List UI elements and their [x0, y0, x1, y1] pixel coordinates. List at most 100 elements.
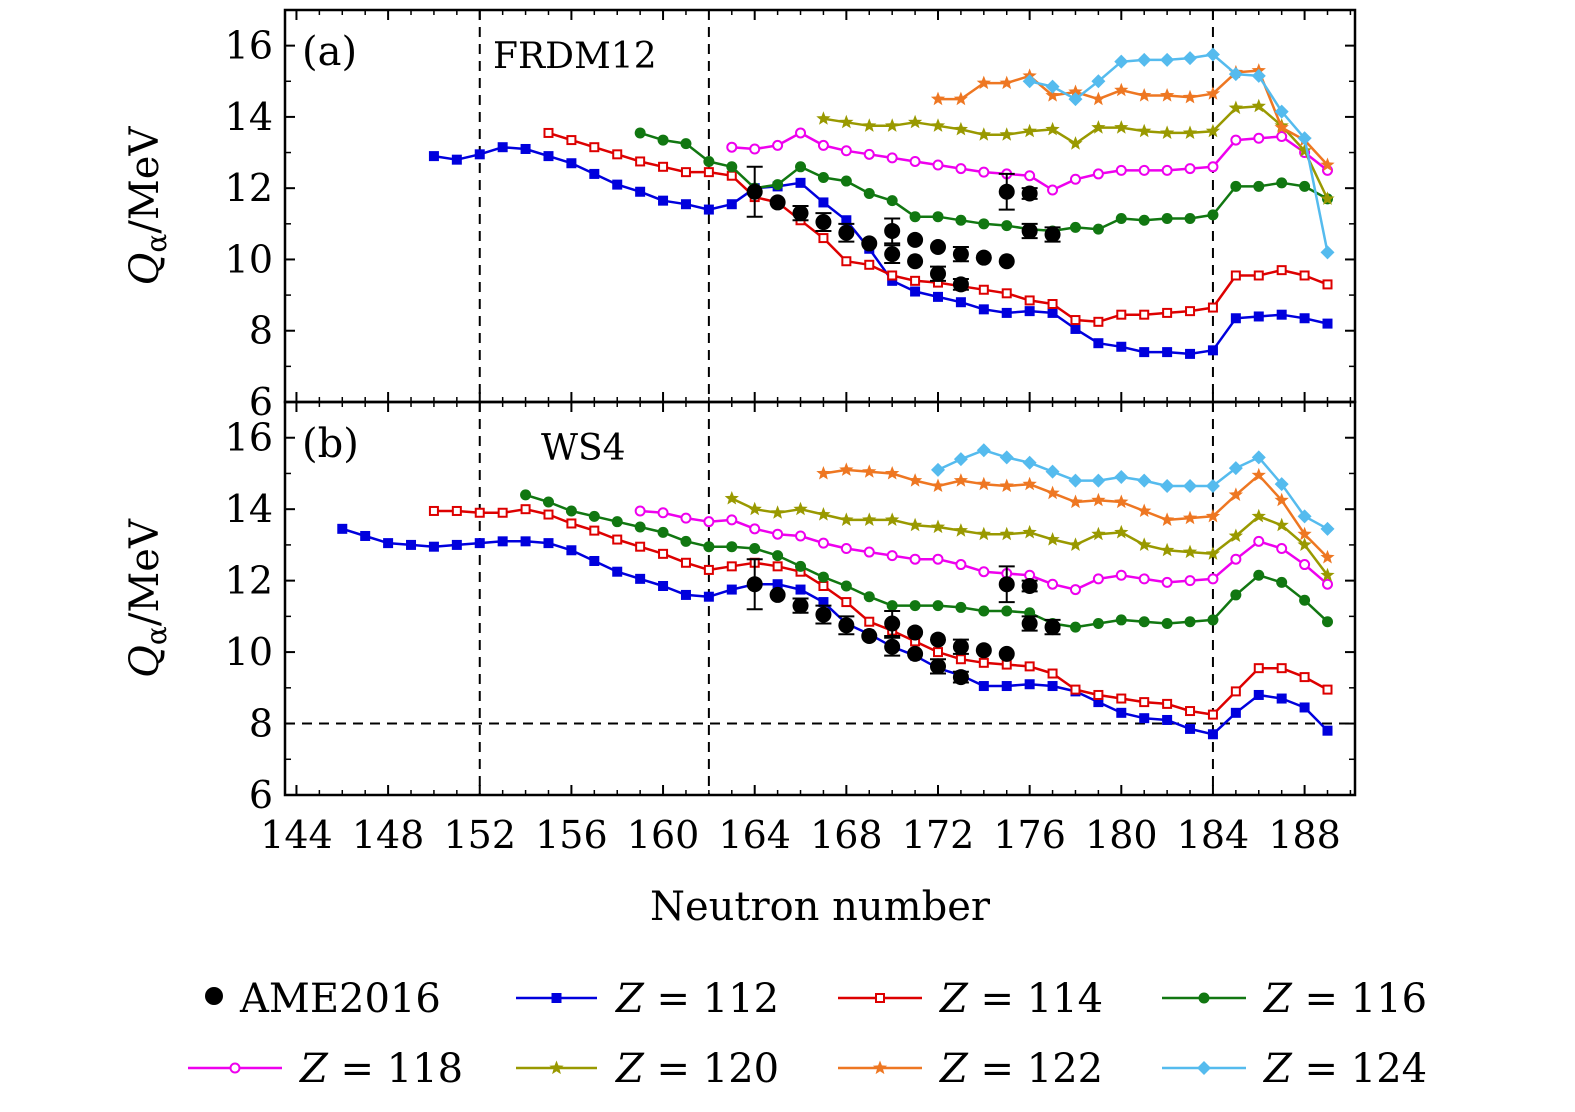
data-point-z122: [1182, 89, 1198, 104]
data-point-z122: [1137, 503, 1152, 517]
data-point-z124: [1183, 478, 1198, 493]
data-point-z114: [451, 505, 462, 516]
series-line-z114: [433, 507, 1329, 716]
data-point-z122: [839, 462, 854, 476]
data-point-z122: [1114, 82, 1129, 97]
data-point-z112: [543, 151, 554, 162]
data-point-z120: [999, 526, 1014, 541]
data-point-z124: [1228, 67, 1243, 82]
data-point-ame2016: [907, 231, 924, 248]
data-point-z112: [635, 573, 646, 584]
data-point-z114: [887, 270, 898, 281]
data-point-z122: [1160, 88, 1175, 102]
data-point-ame2016: [952, 276, 969, 293]
data-point-z116: [1253, 180, 1265, 192]
legend-item-z124: Z = 124: [1162, 1046, 1427, 1092]
y-tick-label: 12: [225, 559, 273, 603]
data-point-z124: [1091, 74, 1106, 89]
data-point-ame2016: [929, 265, 946, 282]
legend-marker-ame2016: [205, 987, 223, 1005]
data-point-ame2016: [792, 205, 809, 222]
data-point-z112: [383, 538, 394, 549]
data-point-z114: [1093, 689, 1104, 700]
data-point-z120: [1251, 508, 1266, 523]
data-point-ame2016: [929, 238, 946, 255]
data-point-z118: [1024, 170, 1036, 182]
data-point-z116: [588, 510, 600, 522]
data-point-z118: [1322, 578, 1334, 590]
data-point-ame2016: [1021, 577, 1038, 594]
data-point-z124: [1297, 131, 1312, 146]
data-point-z120: [1297, 537, 1312, 551]
data-point-z116: [795, 161, 807, 173]
data-point-z122: [1045, 485, 1060, 500]
legend-marker-z112: [551, 993, 562, 1003]
data-point-z122: [1068, 494, 1083, 509]
data-point-z112: [497, 142, 508, 153]
data-point-z120: [953, 121, 968, 136]
data-point-ame2016: [838, 224, 855, 241]
data-point-z114: [841, 597, 852, 608]
data-point-z114: [864, 259, 875, 270]
data-point-z112: [520, 143, 531, 154]
data-point-z116: [772, 179, 784, 191]
data-point-z112: [1162, 714, 1173, 725]
data-point-z124: [1205, 47, 1220, 62]
data-point-z124: [1274, 477, 1289, 492]
data-point-z120: [1160, 542, 1175, 557]
legend-label-symbol: Z: [1262, 1046, 1293, 1092]
data-point-z118: [772, 528, 784, 540]
data-point-z116: [1276, 177, 1288, 189]
data-point-z116: [634, 127, 646, 139]
data-point-z122: [1228, 487, 1243, 501]
data-point-z114: [978, 657, 989, 668]
legend-label: Z = 120: [614, 1046, 779, 1092]
x-tick-label: 164: [718, 813, 791, 857]
data-point-z114: [726, 561, 737, 572]
data-point-z116: [1253, 569, 1265, 581]
data-point-z122: [1091, 492, 1106, 507]
data-point-z116: [634, 521, 646, 533]
data-point-z116: [565, 505, 577, 517]
data-point-z118: [680, 512, 692, 524]
data-point-z112: [566, 545, 577, 556]
data-point-z118: [1115, 569, 1127, 581]
data-point-z122: [1205, 86, 1221, 100]
x-tick-label: 148: [352, 813, 425, 857]
data-point-z120: [1137, 123, 1152, 138]
legend-label: Z = 114: [938, 976, 1103, 1022]
data-point-ame2016: [998, 253, 1015, 270]
legend-label-symbol: Z: [614, 976, 645, 1022]
data-point-z112: [1253, 689, 1264, 700]
data-point-z112: [703, 204, 714, 215]
data-point-z114: [658, 548, 669, 559]
data-point-z112: [795, 584, 806, 595]
legend-marker-z118: [229, 1062, 241, 1074]
x-tick-label: 180: [1085, 813, 1158, 857]
data-point-ame2016: [952, 246, 969, 263]
data-point-z116: [955, 214, 967, 226]
data-point-ame2016: [952, 638, 969, 655]
data-point-z116: [1115, 614, 1127, 626]
data-point-z122: [1137, 88, 1152, 102]
data-point-z124: [1228, 461, 1243, 476]
data-point-z124: [1045, 79, 1060, 94]
data-point-z122: [953, 473, 968, 487]
data-point-z112: [1024, 306, 1035, 317]
data-point-ame2016: [929, 658, 946, 675]
data-point-z122: [930, 91, 946, 106]
legend-item-ame: AME2016: [205, 976, 441, 1022]
data-point-z112: [474, 538, 485, 549]
data-point-z112: [451, 154, 462, 165]
data-point-z112: [1139, 713, 1150, 724]
data-point-z112: [1322, 318, 1333, 329]
data-point-z120: [839, 512, 854, 526]
data-point-z122: [1320, 157, 1335, 172]
panels: 6 8 10 12 14 16 Qα/MeV (a) FRDM12 6 8 10 12 14 16 Qα/Me…: [122, 8, 1357, 817]
data-point-z112: [1299, 313, 1310, 324]
data-point-z112: [474, 149, 485, 160]
data-point-z112: [1185, 348, 1196, 359]
data-point-ame2016: [929, 631, 946, 648]
data-point-z118: [726, 514, 738, 526]
legend-marker-z116: [1198, 992, 1210, 1004]
